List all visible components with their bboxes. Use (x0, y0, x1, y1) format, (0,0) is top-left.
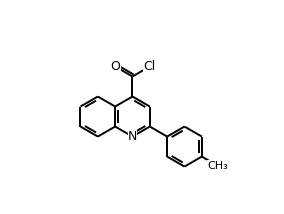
Text: N: N (128, 130, 137, 143)
Text: CH₃: CH₃ (207, 161, 228, 171)
Text: O: O (110, 60, 120, 73)
Text: Cl: Cl (144, 60, 156, 73)
